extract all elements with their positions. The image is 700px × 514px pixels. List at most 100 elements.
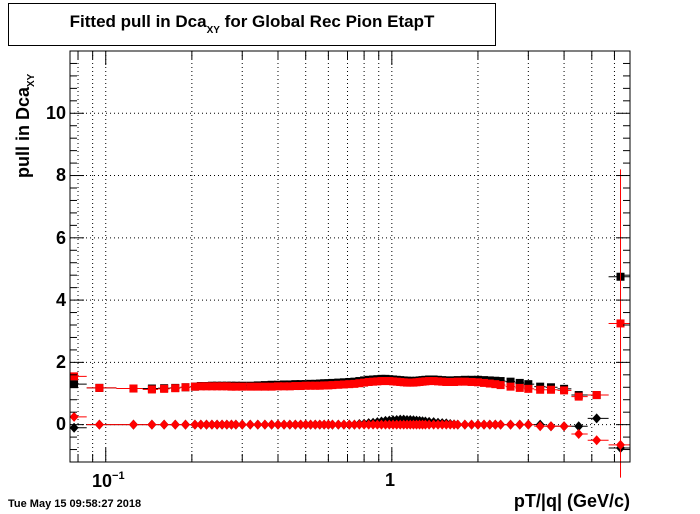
data-point-square xyxy=(334,380,343,389)
title-main: Fitted pull in Dca xyxy=(69,12,207,31)
data-point-diamond xyxy=(327,419,337,430)
data-point-square xyxy=(311,381,320,390)
data-point-square xyxy=(95,383,104,392)
data-point-square xyxy=(160,384,169,393)
data-point-square xyxy=(574,392,583,401)
data-point-square xyxy=(339,380,348,389)
data-point-square xyxy=(181,383,190,392)
y-axis-label: pull in DcaXY xyxy=(13,74,37,178)
data-point-square xyxy=(246,382,255,391)
data-point-diamond xyxy=(479,419,489,430)
series-layer xyxy=(69,169,630,478)
data-point-square xyxy=(296,382,305,391)
chart-title: Fitted pull in DcaXY for Global Rec Pion… xyxy=(9,12,495,36)
data-point-diamond xyxy=(592,413,602,424)
data-point-square xyxy=(616,319,625,328)
data-point-diamond xyxy=(212,419,222,430)
title-box: Fitted pull in DcaXY for Global Rec Pion… xyxy=(8,3,496,46)
data-point-square xyxy=(480,378,489,387)
data-point-square xyxy=(473,378,482,387)
plot-frame xyxy=(69,50,631,463)
grid-lines xyxy=(70,51,630,462)
data-point-square xyxy=(460,377,469,386)
data-point-diamond xyxy=(201,419,211,430)
data-point-square xyxy=(467,377,476,386)
data-point-diamond xyxy=(485,419,495,430)
data-point-square xyxy=(227,382,236,391)
data-point-diamond xyxy=(296,419,306,430)
data-point-diamond xyxy=(170,419,180,430)
data-point-diamond xyxy=(207,419,217,430)
data-point-square xyxy=(560,386,569,395)
data-point-square xyxy=(190,382,199,391)
data-point-diamond xyxy=(222,419,232,430)
data-point-square xyxy=(515,383,524,392)
data-point-square xyxy=(70,380,79,389)
axis-ticks xyxy=(70,51,630,462)
y-tick-label: 4 xyxy=(55,290,66,310)
title-sub: XY xyxy=(206,25,220,36)
data-point-square xyxy=(315,381,324,390)
datestamp: Tue May 15 09:58:27 2018 xyxy=(8,498,142,510)
data-point-diamond xyxy=(349,419,359,430)
data-point-diamond xyxy=(496,419,506,430)
data-point-square xyxy=(328,381,337,390)
data-point-diamond xyxy=(592,435,602,446)
data-point-diamond xyxy=(69,411,79,422)
data-point-diamond xyxy=(467,419,477,430)
data-point-diamond xyxy=(237,419,247,430)
data-point-square xyxy=(546,385,555,394)
data-point-square xyxy=(429,377,438,386)
data-point-square xyxy=(273,382,282,391)
data-point-diamond xyxy=(490,419,500,430)
data-point-square xyxy=(506,377,515,386)
data-point-diamond xyxy=(285,419,295,430)
data-point-diamond xyxy=(260,419,270,430)
data-point-square xyxy=(231,382,240,391)
data-point-square xyxy=(364,377,373,386)
data-point-diamond xyxy=(460,419,470,430)
data-point-square xyxy=(285,382,294,391)
data-point-square xyxy=(320,381,329,390)
data-point-diamond xyxy=(310,419,320,430)
data-point-diamond xyxy=(523,419,533,430)
data-point-diamond xyxy=(147,419,157,430)
data-point-diamond xyxy=(546,421,556,432)
data-point-square xyxy=(129,384,138,393)
data-point-square xyxy=(267,382,276,391)
data-point-diamond xyxy=(180,419,190,430)
data-point-diamond xyxy=(344,419,354,430)
data-point-square xyxy=(360,378,369,387)
data-point-square xyxy=(491,380,500,389)
data-point-square xyxy=(301,381,310,390)
data-point-square xyxy=(260,382,269,391)
data-point-diamond xyxy=(128,419,138,430)
y-tick-label: 2 xyxy=(55,352,66,372)
title-rest: for Global Rec Pion EtapT xyxy=(219,12,435,31)
data-point-square xyxy=(438,377,447,386)
data-point-square xyxy=(524,380,533,389)
x-tick-label: 1 xyxy=(385,470,396,490)
data-point-diamond xyxy=(339,419,349,430)
y-tick-label: 6 xyxy=(55,228,66,248)
data-point-square xyxy=(306,381,315,390)
data-point-square xyxy=(213,382,222,391)
x-tick-label: 10−1 xyxy=(92,470,125,492)
data-point-diamond xyxy=(196,419,206,430)
ylabel-sub: XY xyxy=(26,73,37,87)
data-point-square xyxy=(433,377,442,386)
data-point-diamond xyxy=(359,419,369,430)
data-point-diamond xyxy=(267,419,277,430)
data-point-square xyxy=(222,382,231,391)
data-point-square xyxy=(592,391,601,400)
data-point-diamond xyxy=(535,421,545,432)
data-point-square xyxy=(202,382,211,391)
data-point-square xyxy=(496,377,505,386)
data-point-diamond xyxy=(273,419,283,430)
data-point-square xyxy=(373,377,382,386)
y-tick-label: 10 xyxy=(45,103,66,123)
data-point-diamond xyxy=(217,419,227,430)
data-point-diamond xyxy=(301,419,311,430)
data-point-square xyxy=(425,377,434,386)
